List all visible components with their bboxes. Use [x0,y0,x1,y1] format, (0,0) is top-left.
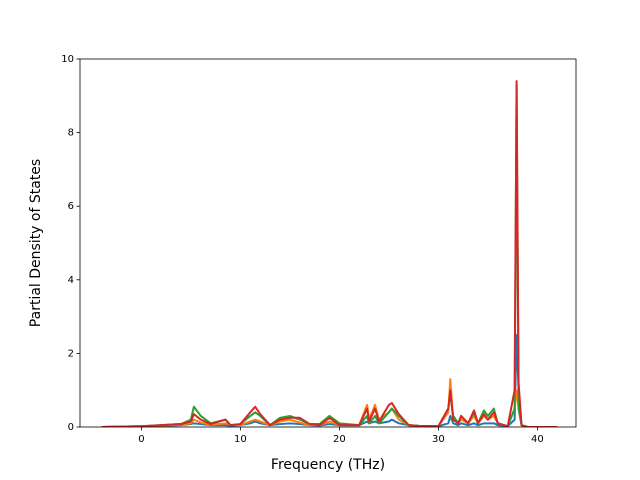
y-tick-label: 8 [68,128,74,139]
series-line [101,83,558,427]
x-tick-label: 40 [531,434,544,445]
x-tick-label: 20 [333,434,346,445]
x-tick-label: 0 [138,434,144,445]
series-line [101,80,558,427]
x-tick-label: 30 [432,434,445,445]
series-line [101,334,558,427]
plot-frame [79,58,577,428]
y-axis-label: Partial Density of States [28,159,44,327]
y-tick-label: 0 [68,422,74,433]
y-tick-label: 2 [68,348,74,359]
x-axis-label: Frequency (THz) [271,457,385,473]
y-tick-label: 4 [68,275,74,286]
x-tick-label: 10 [234,434,247,445]
y-tick-label: 10 [61,54,74,65]
y-tick-label: 6 [68,201,74,212]
